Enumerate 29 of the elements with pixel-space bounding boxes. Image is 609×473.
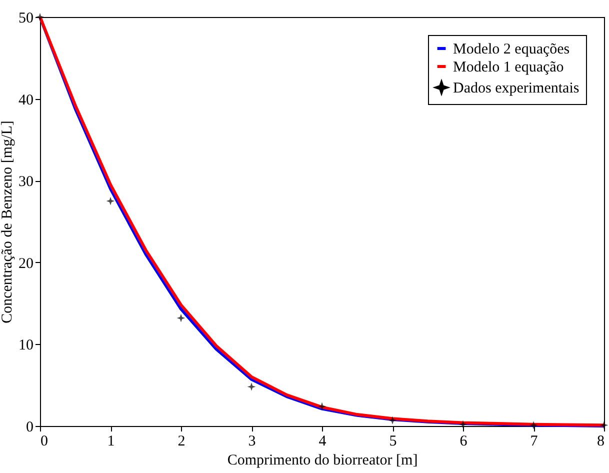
point — [106, 196, 115, 206]
point — [36, 12, 44, 22]
x-tick-label: 0 — [40, 434, 48, 450]
point — [247, 382, 256, 391]
x-tick-label: 8 — [597, 434, 604, 450]
point — [318, 402, 326, 411]
point — [388, 416, 397, 424]
point — [458, 420, 468, 429]
y-tick-label: 0 — [26, 420, 34, 436]
legend-label: Dados experimentais — [453, 80, 580, 96]
y-tick-label: 30 — [18, 174, 34, 190]
y-tick-label: 40 — [18, 92, 34, 108]
y-tick-label: 50 — [18, 10, 34, 26]
y-tick-label: 20 — [18, 256, 34, 272]
y-tick-label: 10 — [18, 338, 34, 354]
x-tick-label: 4 — [318, 434, 327, 450]
x-tick-label: 7 — [530, 434, 538, 450]
x-tick-label: 2 — [178, 434, 186, 450]
x-tick-label: 3 — [248, 434, 256, 450]
legend-label: Modelo 2 equações — [453, 42, 570, 58]
legend-label: Modelo 1 equação — [453, 60, 564, 76]
x-tick-label: 5 — [389, 434, 397, 450]
x-tick-label: 1 — [107, 434, 115, 450]
point — [529, 421, 538, 430]
x-axis-title: Comprimento do biorreator [m] — [227, 452, 418, 468]
x-tick-label: 6 — [460, 434, 468, 450]
point — [600, 421, 608, 430]
y-axis-title: Concentração de Benzeno [mg/L] — [0, 120, 16, 324]
point — [176, 314, 186, 322]
